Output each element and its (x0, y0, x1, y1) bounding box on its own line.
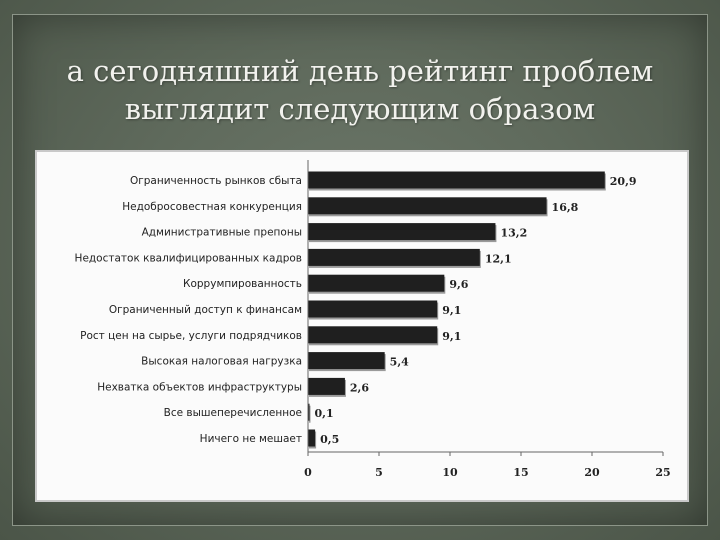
bar (308, 223, 496, 241)
x-tick-label: 15 (513, 466, 528, 479)
value-label: 9,6 (449, 278, 468, 291)
x-tick-label: 10 (442, 466, 458, 479)
x-tick-label: 0 (304, 466, 312, 479)
bar (308, 352, 385, 370)
category-label: Коррумпированность (183, 278, 302, 290)
category-label: Все вышеперечисленное (164, 407, 302, 419)
value-label: 0,5 (320, 433, 339, 446)
title-line-1: а сегодняшний день рейтинг проблем (66, 54, 654, 88)
bar (308, 377, 345, 395)
category-label: Нехватка объектов инфраструктуры (97, 381, 302, 393)
bar (308, 197, 547, 215)
value-label: 12,1 (485, 252, 512, 265)
category-label: Недостаток квалифицированных кадров (75, 252, 302, 264)
bar (308, 300, 438, 318)
category-label: Ничего не мешает (200, 433, 302, 445)
value-label: 20,9 (610, 175, 637, 188)
value-label: 0,1 (315, 407, 334, 420)
category-label: Недобросовестная конкуренция (122, 201, 302, 213)
bar-shadow (309, 405, 311, 423)
chart-container: Ограниченность рынков сбыта 20,9 Недобросо… (35, 150, 689, 502)
bar (308, 248, 480, 266)
value-label: 9,1 (442, 304, 461, 317)
slide-frame (12, 14, 708, 526)
slide-title: а сегодняшний день рейтинг проблем выгля… (20, 52, 700, 128)
bar (308, 429, 316, 447)
value-label: 5,4 (390, 356, 409, 369)
bar (308, 171, 605, 189)
x-tick-label: 5 (375, 466, 383, 479)
x-tick-label: 25 (655, 466, 670, 479)
category-label: Административные препоны (142, 227, 302, 239)
title-line-2: выглядит следующим образом (124, 92, 596, 126)
x-tick-label: 20 (584, 466, 600, 479)
value-label: 9,1 (442, 330, 461, 343)
bar-chart: Ограниченность рынков сбыта 20,9 Недобросо… (75, 160, 671, 479)
category-label: Ограниченность рынков сбыта (130, 175, 302, 187)
category-label: Рост цен на сырье, услуги подрядчиков (80, 330, 302, 342)
value-label: 16,8 (552, 201, 579, 214)
bar (308, 326, 438, 344)
bar (308, 403, 310, 421)
value-label: 13,2 (500, 227, 527, 240)
bar (308, 274, 445, 292)
value-label: 2,6 (350, 381, 369, 394)
category-label: Высокая налоговая нагрузка (141, 356, 302, 368)
category-label: Ограниченный доступ к финансам (109, 304, 302, 316)
